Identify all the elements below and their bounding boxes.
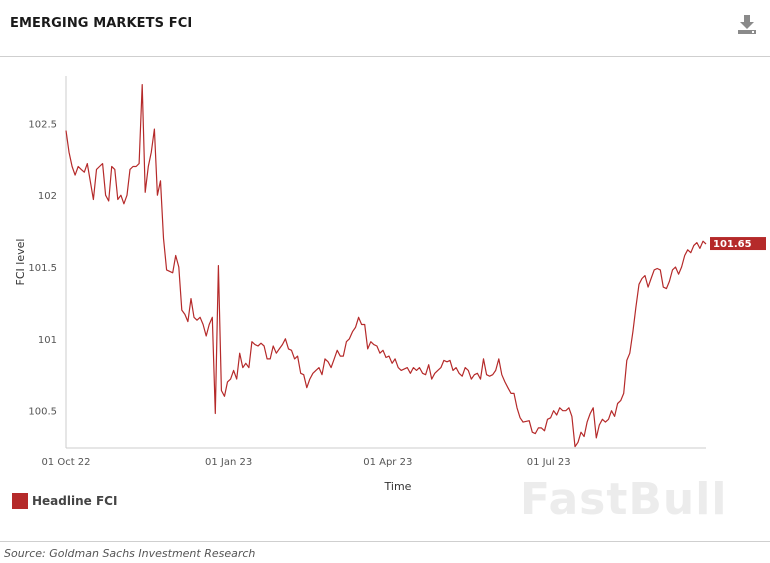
footer-divider <box>0 541 770 542</box>
y-tick-label: 100.5 <box>28 407 57 418</box>
download-icon[interactable] <box>736 14 758 36</box>
chart-header: EMERGING MARKETS FCI <box>0 0 770 57</box>
series-line-headline-fci <box>65 84 707 448</box>
x-axis-title: Time <box>384 480 412 492</box>
line-chart: 100.5 101 101.5 102 102.5 01 Oct 22 01 Jan 23… <box>14 76 766 492</box>
legend-item-headline-fci[interactable]: Headline FCI <box>12 493 117 509</box>
last-value-badge <box>710 237 766 251</box>
x-tick-label: 01 Apr 23 <box>363 457 412 468</box>
y-tick-label: 102 <box>38 191 57 202</box>
legend-swatch <box>12 493 28 509</box>
chart-title: EMERGING MARKETS FCI <box>10 16 193 31</box>
watermark-logo: FastBull <box>520 474 728 525</box>
y-axis-title: FCI level <box>14 239 27 286</box>
x-tick-label: 01 Jul 23 <box>527 457 571 468</box>
x-tick-label: 01 Oct 22 <box>41 457 90 468</box>
y-axis-tick-labels: 100.5 101 101.5 102 102.5 <box>28 119 57 417</box>
source-note: Source: Goldman Sachs Investment Researc… <box>4 547 256 560</box>
y-tick-label: 102.5 <box>28 119 57 130</box>
x-axis-tick-labels: 01 Oct 22 01 Jan 23 01 Apr 23 01 Jul 23 <box>41 457 570 468</box>
y-tick-label: 101.5 <box>28 263 57 274</box>
x-tick-label: 01 Jan 23 <box>205 457 252 468</box>
last-value-label: 101.65 <box>713 239 752 250</box>
y-tick-label: 101 <box>38 335 57 346</box>
legend-label: Headline FCI <box>32 494 118 508</box>
